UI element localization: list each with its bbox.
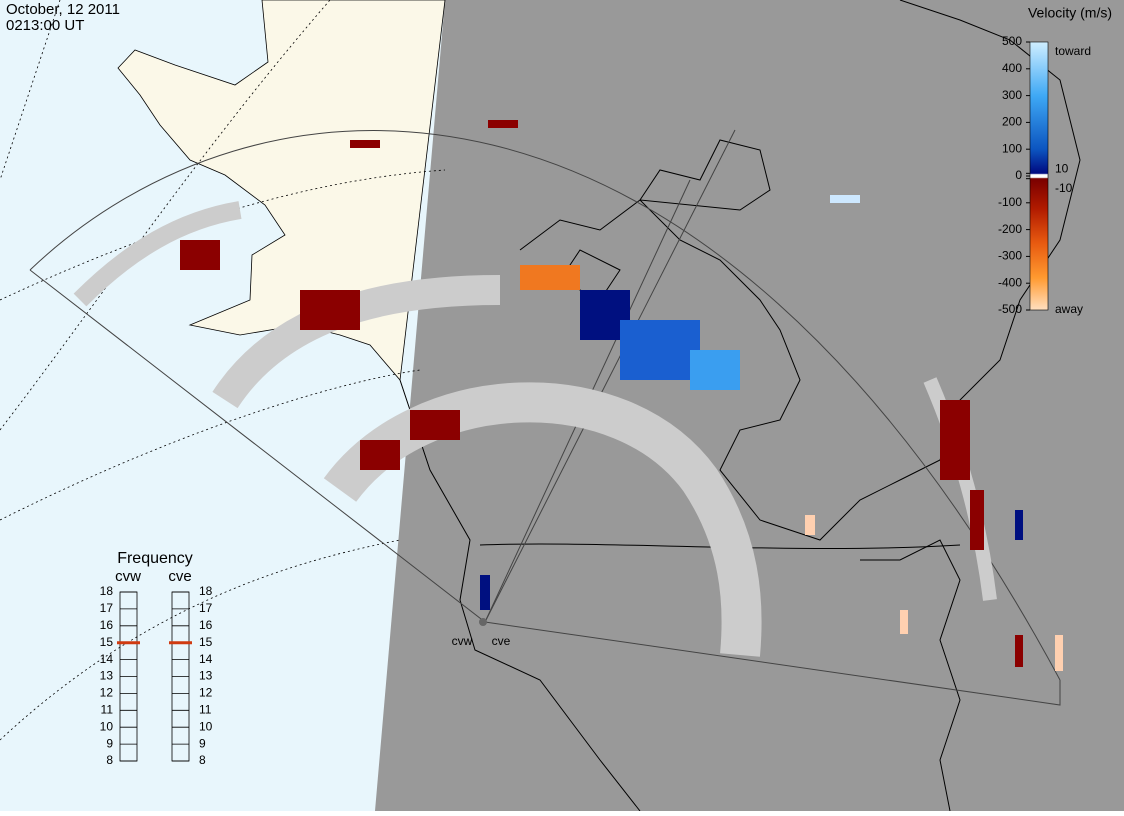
radar-name: cvw: [115, 568, 141, 585]
frequency-tick-label: 13: [100, 669, 114, 683]
colorbar-tick-label: 300: [1002, 88, 1022, 102]
night-side: [375, 0, 1124, 811]
date: October, 12 2011: [6, 1, 120, 18]
frequency-tick-label: 11: [199, 702, 212, 716]
field-of-view: [29, 129, 1061, 706]
radar-name: cve: [168, 568, 191, 585]
site-label: cve: [492, 634, 511, 648]
coastlines: [399, 0, 1081, 812]
velocity-cells: [180, 120, 1063, 671]
away-label: away: [1055, 302, 1083, 316]
colorbar-tick-label: -100: [998, 195, 1022, 209]
frequency-tick-label: 13: [199, 669, 213, 683]
toward-label: toward: [1055, 44, 1091, 58]
colorbar-tick-label: 500: [1002, 34, 1022, 48]
frequency-tick-label: 10: [199, 719, 213, 733]
radar-site: [479, 618, 487, 626]
frequency-tick-label: 15: [100, 635, 114, 649]
colorbar-tick-label: -500: [998, 302, 1022, 316]
colorbar-tick-label: -200: [998, 222, 1022, 236]
colorbar-tick-label: 0: [1015, 168, 1022, 182]
frequency-tick-label: 8: [106, 753, 113, 767]
frequency-tick-label: 10: [100, 719, 114, 733]
colorbar-title: Velocity (m/s): [1028, 5, 1112, 21]
frequency-tick-label: 17: [100, 601, 114, 615]
frequency-tick-label: 18: [100, 584, 114, 598]
frequency-tick-label: 17: [199, 601, 213, 615]
frequency-tick-label: 8: [199, 753, 206, 767]
colorbar-tick-label: -10: [1055, 181, 1073, 195]
colorbar-tick-label: -300: [998, 249, 1022, 263]
frequency-tick-label: 9: [199, 736, 206, 750]
time: 0213:00 UT: [6, 17, 84, 34]
colorbar-tick-label: 200: [1002, 115, 1022, 129]
frequency-tick-label: 18: [199, 584, 213, 598]
alaska-land: [117, 0, 446, 381]
site-label: cvw: [452, 634, 473, 648]
colorbar-tick-label: 400: [1002, 61, 1022, 75]
frequency-tick-label: 9: [106, 736, 113, 750]
colorbar-tick-label: -400: [998, 275, 1022, 289]
frequency-tick-label: 14: [199, 652, 213, 666]
colorbar-tick-label: 10: [1055, 161, 1069, 175]
colorbar-tick-label: 100: [1002, 141, 1022, 155]
frequency-tick-label: 15: [199, 635, 213, 649]
frequency-tick-label: 11: [101, 702, 114, 716]
frequency-tick-label: 12: [100, 686, 114, 700]
frequency-tick-label: 16: [100, 618, 114, 632]
frequency-tick-label: 14: [100, 652, 114, 666]
frequency-tick-label: 12: [199, 686, 213, 700]
frequency-title: Frequency: [117, 550, 193, 567]
colorbar: [1029, 41, 1049, 311]
frequency-tick-label: 16: [199, 618, 213, 632]
